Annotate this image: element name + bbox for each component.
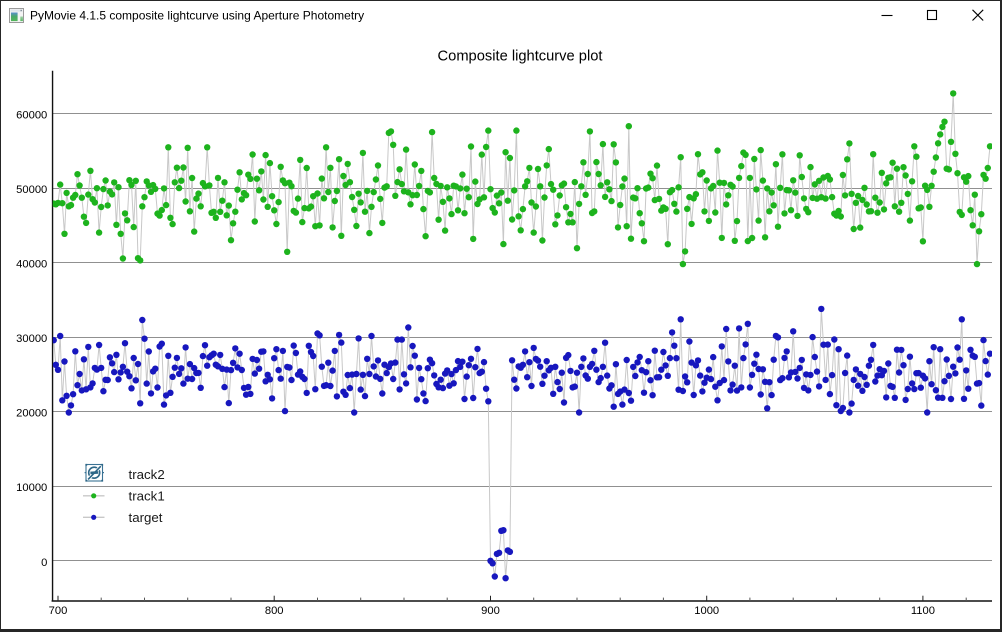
svg-text:40000: 40000 <box>16 259 47 271</box>
svg-text:60000: 60000 <box>16 109 47 121</box>
svg-text:10000: 10000 <box>16 482 47 494</box>
svg-text:track2: track2 <box>129 467 165 482</box>
svg-text:50000: 50000 <box>16 184 47 196</box>
svg-text:Composite lightcurve plot: Composite lightcurve plot <box>438 49 603 65</box>
svg-text:30000: 30000 <box>16 333 47 345</box>
svg-text:target: target <box>129 510 163 525</box>
svg-text:700: 700 <box>49 605 68 617</box>
svg-text:track1: track1 <box>129 489 165 504</box>
svg-text:20000: 20000 <box>16 408 47 420</box>
svg-text:PyMovie 4.1.5 composite lightc: PyMovie 4.1.5 composite lightcurve using… <box>30 8 364 22</box>
svg-text:800: 800 <box>265 605 284 617</box>
svg-text:0: 0 <box>41 557 47 569</box>
svg-text:1000: 1000 <box>694 605 719 617</box>
svg-text:900: 900 <box>481 605 500 617</box>
svg-text:1100: 1100 <box>911 605 935 617</box>
